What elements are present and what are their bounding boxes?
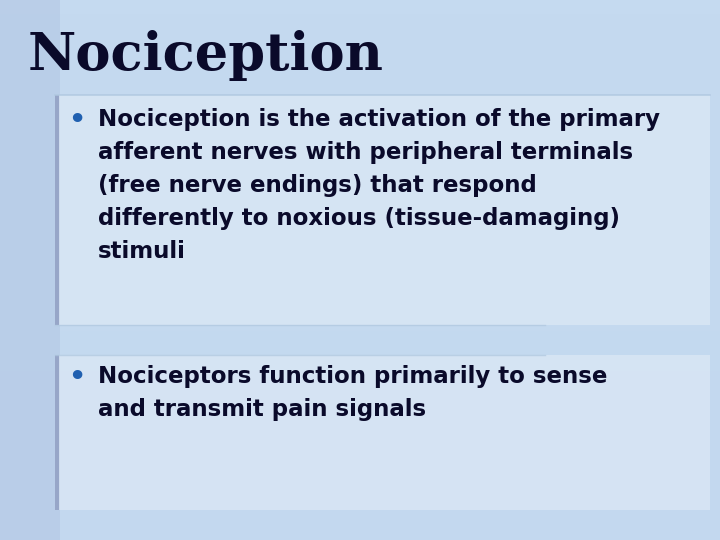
Bar xyxy=(0,81,720,87)
Text: Nociceptors function primarily to sense
and transmit pain signals: Nociceptors function primarily to sense … xyxy=(98,365,608,421)
Bar xyxy=(0,162,720,168)
Bar xyxy=(0,378,720,384)
Bar xyxy=(0,534,720,540)
Bar xyxy=(0,54,720,60)
Bar xyxy=(55,95,58,325)
Bar xyxy=(0,324,720,330)
Bar xyxy=(0,303,720,310)
Bar xyxy=(0,459,720,465)
Text: •: • xyxy=(68,365,85,391)
Bar xyxy=(0,14,720,20)
Bar xyxy=(0,384,720,391)
Bar xyxy=(0,411,720,418)
Bar xyxy=(0,135,720,141)
Bar xyxy=(0,256,720,263)
Bar xyxy=(0,418,720,426)
Bar xyxy=(0,351,720,357)
Bar xyxy=(0,249,720,256)
Bar xyxy=(0,270,720,276)
Bar xyxy=(0,0,60,540)
Bar xyxy=(0,27,720,33)
Bar xyxy=(0,202,720,209)
Bar xyxy=(0,115,720,122)
Bar xyxy=(0,156,720,162)
Bar xyxy=(0,263,720,270)
Bar xyxy=(0,480,720,486)
Text: Nociception is the activation of the primary
afferent nerves with peripheral ter: Nociception is the activation of the pri… xyxy=(98,108,660,262)
Bar xyxy=(0,87,720,94)
Bar xyxy=(0,446,720,453)
Bar xyxy=(0,176,720,183)
Bar xyxy=(0,486,720,492)
Bar xyxy=(0,472,720,480)
Bar xyxy=(0,40,720,47)
Bar xyxy=(0,453,720,459)
Bar xyxy=(0,465,720,472)
Bar xyxy=(0,47,720,54)
Bar xyxy=(0,0,720,6)
Bar xyxy=(0,195,720,202)
Bar xyxy=(0,6,720,14)
Bar xyxy=(0,141,720,149)
Bar xyxy=(0,230,720,237)
Bar xyxy=(0,364,720,372)
Bar xyxy=(55,355,58,510)
Bar xyxy=(0,108,720,115)
Bar xyxy=(0,426,720,432)
Bar xyxy=(0,209,720,216)
Bar xyxy=(0,148,720,156)
Bar xyxy=(0,297,720,303)
Bar xyxy=(0,291,720,297)
Bar xyxy=(0,243,720,249)
Bar xyxy=(0,500,720,507)
Bar xyxy=(0,33,720,40)
Bar xyxy=(0,432,720,438)
Bar xyxy=(0,507,720,513)
Bar xyxy=(0,94,720,102)
Bar xyxy=(0,284,720,291)
Bar xyxy=(0,168,720,176)
Bar xyxy=(0,438,720,445)
Bar xyxy=(0,102,720,108)
Bar xyxy=(0,372,720,378)
Bar xyxy=(55,355,710,510)
Bar xyxy=(0,345,720,351)
Bar xyxy=(0,189,720,195)
Bar xyxy=(55,95,710,325)
Bar xyxy=(0,237,720,243)
Bar xyxy=(0,513,720,519)
Bar xyxy=(0,338,720,345)
Bar xyxy=(0,183,720,189)
Bar xyxy=(0,216,720,222)
Bar xyxy=(0,128,720,135)
Bar xyxy=(0,492,720,500)
Bar xyxy=(0,357,720,364)
Bar xyxy=(0,122,720,128)
Bar xyxy=(0,392,720,399)
Text: Nociception: Nociception xyxy=(28,30,384,81)
Bar xyxy=(0,276,720,284)
Bar xyxy=(0,317,720,324)
Bar xyxy=(0,20,720,27)
Text: •: • xyxy=(68,108,85,134)
Bar xyxy=(0,74,720,81)
Bar xyxy=(0,68,720,74)
Bar xyxy=(0,405,720,411)
Bar xyxy=(0,60,720,68)
Bar xyxy=(0,330,720,338)
Bar xyxy=(0,519,720,526)
Bar xyxy=(0,526,720,534)
Bar xyxy=(0,310,720,317)
Bar xyxy=(0,399,720,405)
Bar xyxy=(0,222,720,230)
